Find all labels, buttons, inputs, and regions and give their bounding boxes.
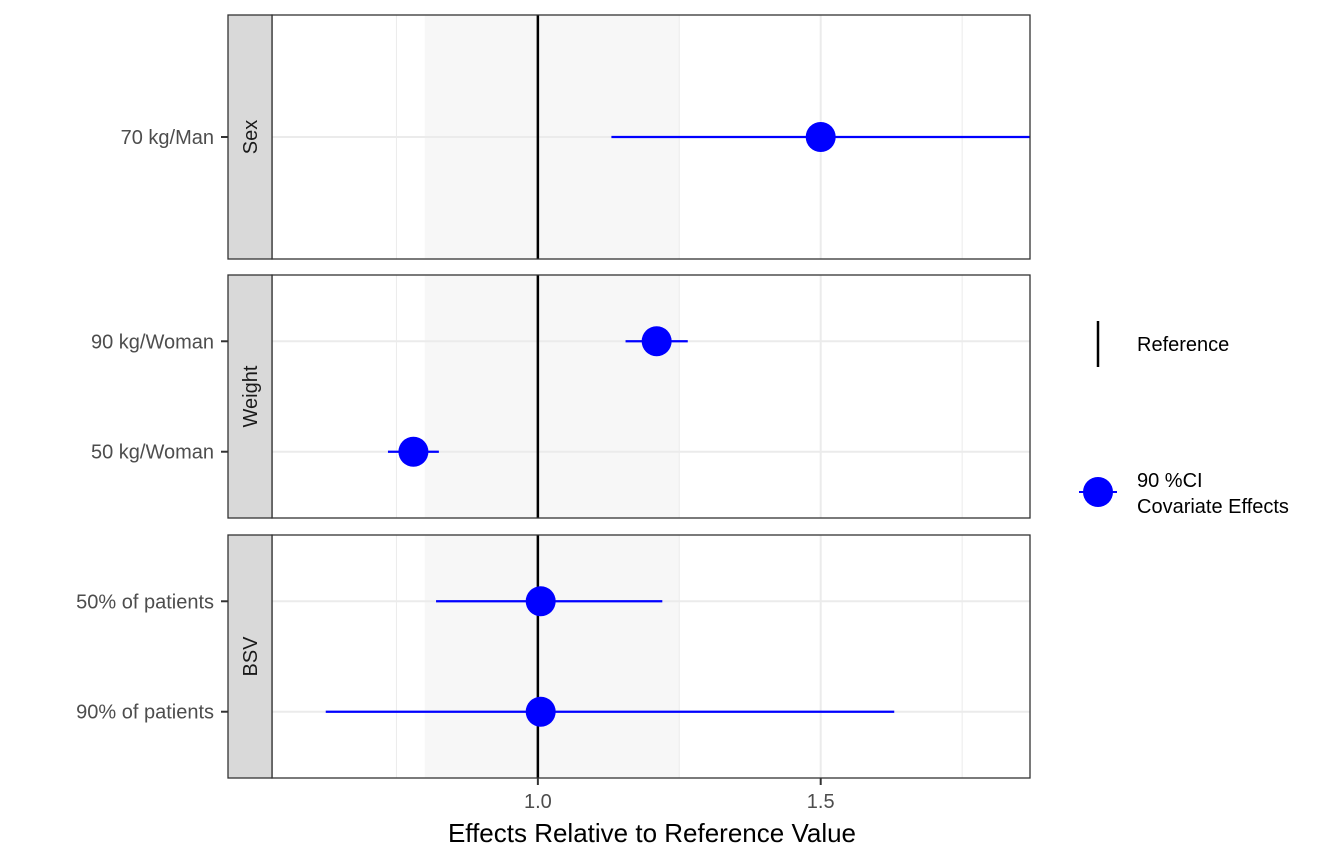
x-axis-title: Effects Relative to Reference Value (448, 818, 856, 848)
effect-point (525, 696, 556, 727)
effect-point (525, 586, 556, 617)
reference-band (424, 535, 680, 778)
y-tick-label: 50 kg/Woman (91, 442, 214, 464)
facet-strip (227, 14, 273, 260)
panel-bsv: 50% of patients 90% of patients BSV (76, 534, 1031, 779)
facet-strip-label: Sex (240, 120, 262, 154)
legend: Reference 90 %CI Covariate Effects (1079, 321, 1289, 518)
legend-effects-label-line-2: Covariate Effects (1137, 496, 1289, 518)
panel-weight: 90 kg/Woman 50 kg/Woman Weight (91, 274, 1031, 519)
reference-band (424, 275, 680, 518)
facet-strip (227, 534, 273, 779)
panel-sex: 70 kg/Man Sex (121, 14, 1031, 260)
facet-strip-label: BSV (240, 636, 262, 677)
x-axis: 1.0 1.5 (524, 778, 835, 813)
y-tick-label: 50% of patients (76, 591, 214, 613)
y-tick-label: 90 kg/Woman (91, 331, 214, 353)
y-tick-label: 70 kg/Man (121, 127, 214, 149)
y-tick-label: 90% of patients (76, 702, 214, 724)
effect-point (805, 122, 836, 152)
legend-effects-key-point (1083, 477, 1113, 507)
legend-reference-label: Reference (1137, 334, 1229, 356)
x-tick-label: 1.0 (524, 791, 552, 813)
effect-point (398, 436, 429, 467)
x-tick-label: 1.5 (807, 791, 835, 813)
facet-strip (227, 274, 273, 519)
effect-point (641, 326, 672, 357)
facet-strip-label: Weight (240, 365, 262, 427)
legend-effects-label-line-1: 90 %CI (1137, 470, 1203, 492)
panels-layer: 70 kg/Man Sex 90 kg/Woman 50 kg/Woman Weight… (76, 14, 1031, 779)
